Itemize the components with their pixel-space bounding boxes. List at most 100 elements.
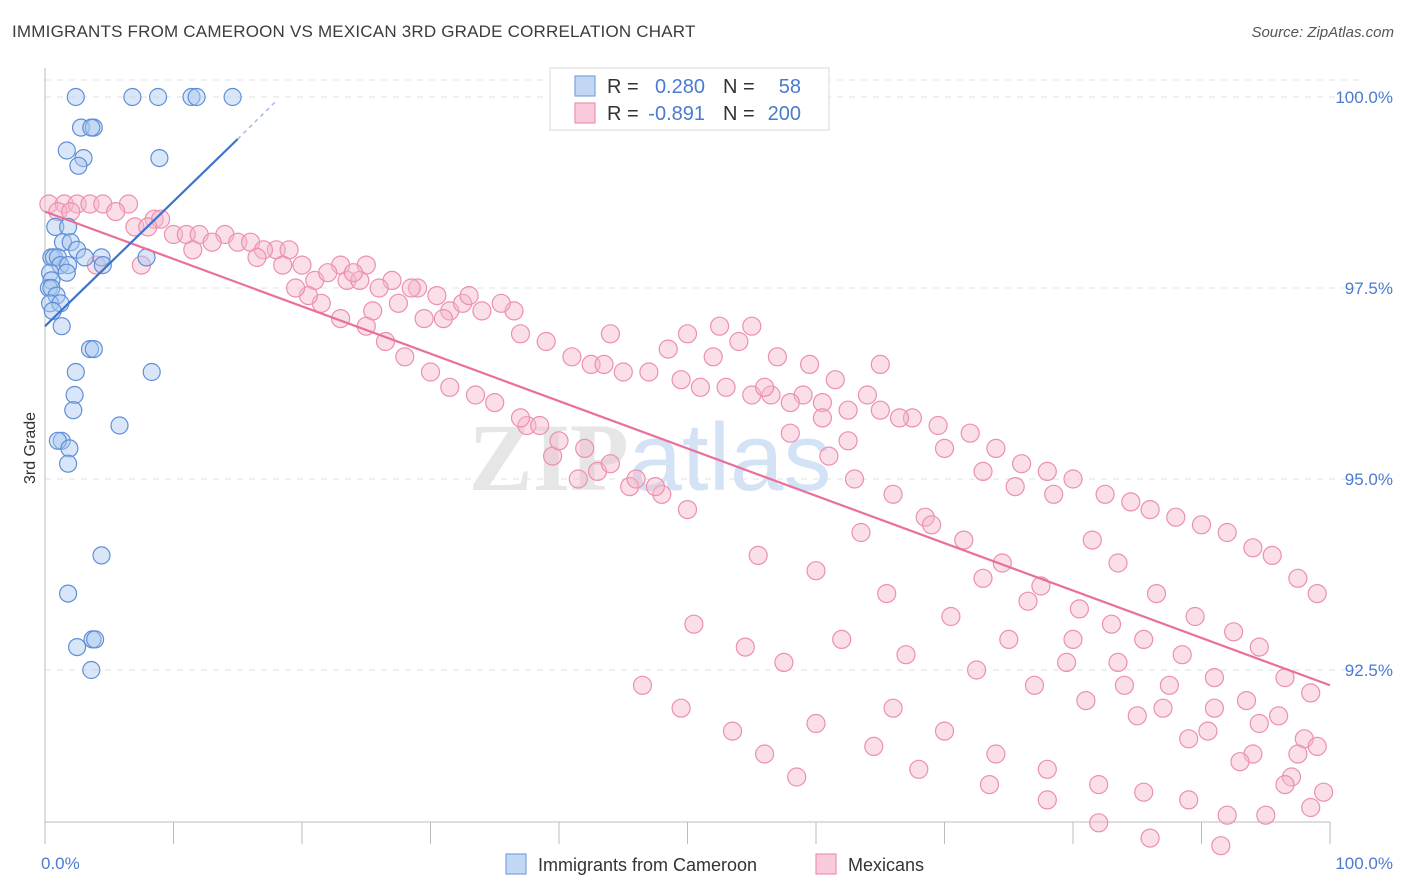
mexicans-point	[999, 629, 1019, 650]
mexicans-point	[420, 362, 441, 382]
mexicans-point	[1095, 484, 1115, 504]
cameroon-point	[92, 248, 111, 267]
mexicans-point	[819, 446, 839, 466]
cameroon-point	[43, 301, 62, 320]
cameroon-point	[80, 340, 100, 359]
mexicans-point	[1281, 767, 1302, 787]
watermark: ZIPatlas	[469, 404, 832, 511]
mexicans-point	[433, 309, 453, 329]
mexicans-point	[632, 675, 653, 695]
mexicans-point	[286, 278, 306, 298]
mexicans-point	[1005, 477, 1025, 497]
mexicans-point	[1134, 629, 1154, 650]
mexicans-point	[1288, 744, 1308, 764]
cameroon-point	[123, 87, 142, 107]
mexicans-point	[703, 347, 723, 367]
cameroon-point	[150, 149, 169, 168]
mexicans-point	[1185, 606, 1205, 627]
cameroon-point	[52, 431, 71, 450]
mexicans-point	[645, 477, 666, 497]
legend-r-label: R =	[607, 76, 639, 98]
mexicans-point	[292, 255, 312, 275]
mexicans-point	[806, 561, 826, 581]
mexicans-point	[1024, 675, 1045, 695]
y-tick-label: 92.5%	[1345, 661, 1393, 680]
mexicans-point	[1230, 752, 1250, 772]
mexicans-point	[986, 438, 1006, 458]
bottom-legend-label-cameroon: Immigrants from Cameroon	[538, 855, 757, 875]
legend-r-label: R =	[607, 103, 639, 125]
legend-r-value: 0.280	[655, 76, 705, 98]
mexicans-point	[812, 408, 833, 428]
legend-swatch-blue	[574, 75, 596, 97]
mexicans-point	[754, 377, 775, 397]
mexicans-point	[1204, 698, 1225, 718]
mexicans-point	[491, 293, 511, 313]
mexicans-point	[1217, 522, 1237, 543]
mexicans-point	[600, 454, 621, 474]
mexicans-point	[1243, 538, 1263, 558]
mexicans-point	[369, 278, 389, 298]
mexicans-point	[247, 247, 267, 267]
mexicans-point	[459, 286, 479, 306]
cameroon-point	[65, 385, 84, 405]
mexicans-point	[921, 515, 942, 535]
mexicans-point	[1268, 706, 1289, 726]
cameroon-point	[58, 454, 78, 473]
mexicans-point	[671, 370, 691, 390]
mexicans-point	[485, 393, 505, 413]
mexicans-point	[549, 431, 569, 451]
mexicans-point	[973, 568, 993, 588]
mexicans-point	[909, 759, 929, 779]
y-tick-label: 100.0%	[1335, 88, 1393, 107]
cameroon-point	[84, 340, 103, 359]
mexicans-point	[844, 469, 865, 489]
mexicans-point	[1179, 790, 1199, 810]
trend-lines	[44, 100, 1331, 687]
legend-n-value: 58	[779, 76, 801, 98]
legend-r-value: -0.891	[648, 103, 705, 125]
mexicans-point	[928, 415, 948, 436]
mexicans-point	[472, 301, 492, 321]
mexicans-point	[1204, 667, 1225, 688]
mexicans-point	[1056, 652, 1077, 673]
mexicans-point	[395, 347, 415, 367]
cameroon-point	[64, 401, 83, 420]
mexicans-point	[1217, 805, 1237, 825]
cameroon-point	[93, 256, 112, 275]
mexicans-point	[600, 324, 621, 344]
mexicans-point	[1063, 629, 1083, 650]
mexicans-point	[1108, 652, 1128, 673]
bottom-legend-label-mexicans: Mexicans	[848, 855, 924, 875]
mexicans-point	[106, 202, 126, 222]
mexicans-point	[889, 408, 910, 428]
cameroon-point	[61, 233, 80, 252]
mexicans-point	[620, 477, 640, 497]
mexicans-point	[1011, 454, 1032, 474]
mexicans-point	[427, 286, 447, 306]
mexicans-point	[273, 255, 293, 275]
mexicans-point	[1134, 782, 1154, 802]
cameroon-point	[223, 87, 242, 107]
cameroon-point	[85, 630, 105, 649]
mexicans-point	[1301, 683, 1321, 703]
mexicans-point	[1301, 797, 1321, 818]
x-tick-label: 0.0%	[41, 854, 80, 873]
mexicans-point	[652, 484, 672, 504]
mexicans-point	[1146, 583, 1167, 604]
mexicans-point	[986, 744, 1006, 764]
mexicans-point	[838, 431, 858, 451]
mexicans-point	[934, 438, 955, 458]
mexicans-point	[440, 377, 460, 397]
mexicans-point	[343, 263, 363, 283]
cameroon-point	[46, 217, 65, 236]
y-tick-label: 97.5%	[1345, 279, 1393, 298]
cameroon-trend-line	[44, 138, 239, 327]
mexicans-point	[1236, 690, 1257, 711]
mexicans-point	[388, 293, 408, 313]
mexicans-point	[1114, 675, 1135, 695]
mexicans-point	[575, 438, 595, 458]
mexicans-point	[1101, 614, 1122, 634]
